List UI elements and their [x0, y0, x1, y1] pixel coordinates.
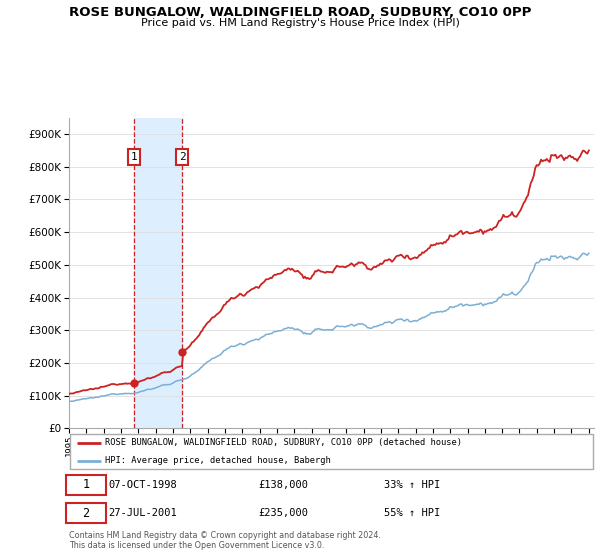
Text: £138,000: £138,000 [258, 480, 308, 490]
Bar [134, 118, 182, 428]
Text: 33% ↑ HPI: 33% ↑ HPI [384, 480, 440, 490]
FancyBboxPatch shape [67, 503, 106, 523]
Text: 27-JUL-2001: 27-JUL-2001 [109, 508, 177, 518]
Text: Price paid vs. HM Land Registry's House Price Index (HPI): Price paid vs. HM Land Registry's House … [140, 18, 460, 28]
Text: HPI: Average price, detached house, Babergh: HPI: Average price, detached house, Babe… [105, 456, 331, 465]
Text: 55% ↑ HPI: 55% ↑ HPI [384, 508, 440, 518]
FancyBboxPatch shape [67, 475, 106, 494]
Text: Contains HM Land Registry data © Crown copyright and database right 2024.
This d: Contains HM Land Registry data © Crown c… [69, 531, 381, 550]
Text: 07-OCT-1998: 07-OCT-1998 [109, 480, 177, 490]
Text: £235,000: £235,000 [258, 508, 308, 518]
Text: 1: 1 [131, 152, 137, 162]
FancyBboxPatch shape [70, 434, 593, 469]
Text: ROSE BUNGALOW, WALDINGFIELD ROAD, SUDBURY, CO10 0PP: ROSE BUNGALOW, WALDINGFIELD ROAD, SUDBUR… [69, 6, 531, 18]
Text: 2: 2 [83, 507, 89, 520]
Text: 2: 2 [179, 152, 185, 162]
Text: ROSE BUNGALOW, WALDINGFIELD ROAD, SUDBURY, CO10 0PP (detached house): ROSE BUNGALOW, WALDINGFIELD ROAD, SUDBUR… [105, 438, 462, 447]
Text: 1: 1 [83, 478, 89, 492]
